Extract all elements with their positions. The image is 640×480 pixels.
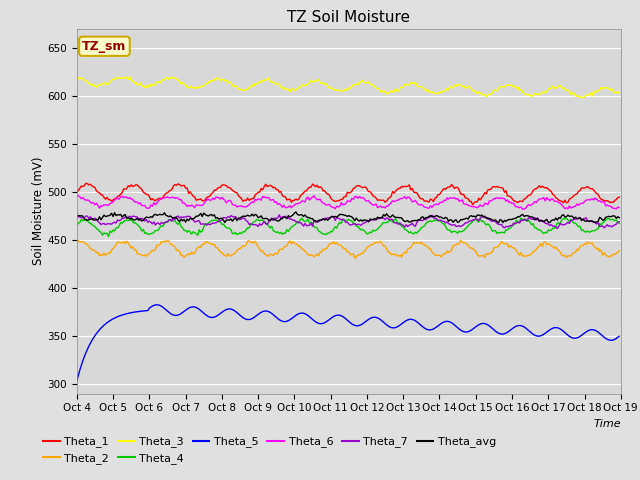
Theta_4: [313, 225, 321, 230]
Theta_avg: [588, 218, 596, 224]
Theta_4: [73, 222, 81, 228]
Theta_7: [616, 219, 623, 225]
Theta_1: [141, 190, 148, 196]
Theta_5: [73, 378, 81, 384]
Theta_3: [253, 81, 260, 87]
Theta_5: [140, 308, 147, 314]
Theta_3: [73, 73, 81, 79]
Text: TZ_sm: TZ_sm: [82, 40, 127, 53]
Theta_3: [262, 77, 269, 83]
Theta_avg: [292, 209, 300, 215]
Theta_4: [105, 234, 113, 240]
Title: TZ Soil Moisture: TZ Soil Moisture: [287, 10, 410, 25]
Theta_avg: [73, 214, 81, 219]
Line: Theta_1: Theta_1: [77, 183, 620, 205]
Theta_7: [554, 226, 561, 231]
Theta_4: [616, 220, 623, 226]
Line: Theta_avg: Theta_avg: [77, 212, 620, 223]
Theta_6: [236, 203, 244, 209]
Theta_2: [140, 253, 147, 259]
Theta_3: [616, 90, 623, 96]
Theta_avg: [140, 217, 147, 223]
Theta_7: [312, 219, 319, 225]
Theta_2: [73, 240, 81, 245]
Theta_1: [312, 184, 319, 190]
Theta_5: [153, 302, 161, 308]
Theta_7: [588, 218, 596, 224]
Theta_1: [82, 180, 90, 186]
Theta_7: [140, 216, 147, 222]
Line: Theta_7: Theta_7: [77, 215, 620, 228]
Theta_5: [236, 312, 244, 318]
Theta_6: [616, 205, 623, 211]
Line: Theta_2: Theta_2: [77, 240, 620, 258]
Theta_6: [73, 193, 81, 199]
Theta_5: [264, 308, 271, 314]
Theta_2: [351, 255, 358, 261]
Theta_5: [616, 334, 623, 339]
Theta_2: [253, 241, 260, 247]
Theta_3: [587, 90, 595, 96]
Theta_6: [254, 196, 262, 202]
Theta_3: [579, 95, 587, 100]
Theta_2: [588, 240, 596, 246]
Theta_avg: [262, 216, 269, 221]
Theta_1: [73, 189, 81, 194]
Y-axis label: Soil Moisture (mV): Soil Moisture (mV): [31, 157, 45, 265]
Theta_5: [587, 327, 595, 333]
Theta_6: [519, 206, 527, 212]
Theta_4: [236, 230, 244, 236]
Theta_1: [588, 186, 596, 192]
Line: Theta_6: Theta_6: [77, 196, 620, 209]
Theta_4: [141, 230, 148, 236]
Line: Theta_3: Theta_3: [77, 76, 620, 97]
Line: Theta_5: Theta_5: [77, 305, 620, 381]
Text: Time: Time: [593, 419, 621, 429]
Legend: Theta_1, Theta_2, Theta_3, Theta_4, Theta_5, Theta_6, Theta_7, Theta_avg: Theta_1, Theta_2, Theta_3, Theta_4, Thet…: [39, 432, 500, 468]
Theta_5: [312, 319, 319, 324]
Theta_3: [140, 83, 147, 88]
Theta_6: [312, 195, 319, 201]
Theta_7: [73, 212, 81, 218]
Theta_7: [275, 212, 283, 217]
Theta_6: [74, 193, 82, 199]
Theta_4: [264, 222, 271, 228]
Theta_avg: [495, 220, 502, 226]
Theta_avg: [235, 215, 243, 221]
Theta_2: [262, 252, 269, 258]
Theta_3: [235, 86, 243, 92]
Theta_3: [310, 78, 318, 84]
Theta_1: [616, 194, 623, 200]
Theta_6: [141, 203, 148, 208]
Theta_2: [310, 254, 318, 260]
Theta_1: [264, 184, 271, 190]
Theta_2: [457, 238, 465, 243]
Theta_4: [254, 217, 262, 223]
Theta_2: [235, 246, 243, 252]
Theta_6: [588, 196, 596, 202]
Theta_avg: [616, 215, 623, 220]
Theta_6: [264, 195, 271, 201]
Theta_1: [469, 202, 477, 208]
Theta_4: [588, 228, 596, 233]
Theta_7: [262, 221, 269, 227]
Theta_2: [616, 248, 623, 253]
Theta_avg: [312, 218, 319, 224]
Theta_4: [298, 215, 306, 221]
Theta_7: [253, 222, 260, 228]
Theta_1: [236, 194, 244, 200]
Line: Theta_4: Theta_4: [77, 218, 620, 237]
Theta_avg: [253, 212, 260, 218]
Theta_1: [254, 189, 262, 195]
Theta_7: [235, 216, 243, 222]
Theta_5: [254, 312, 262, 317]
